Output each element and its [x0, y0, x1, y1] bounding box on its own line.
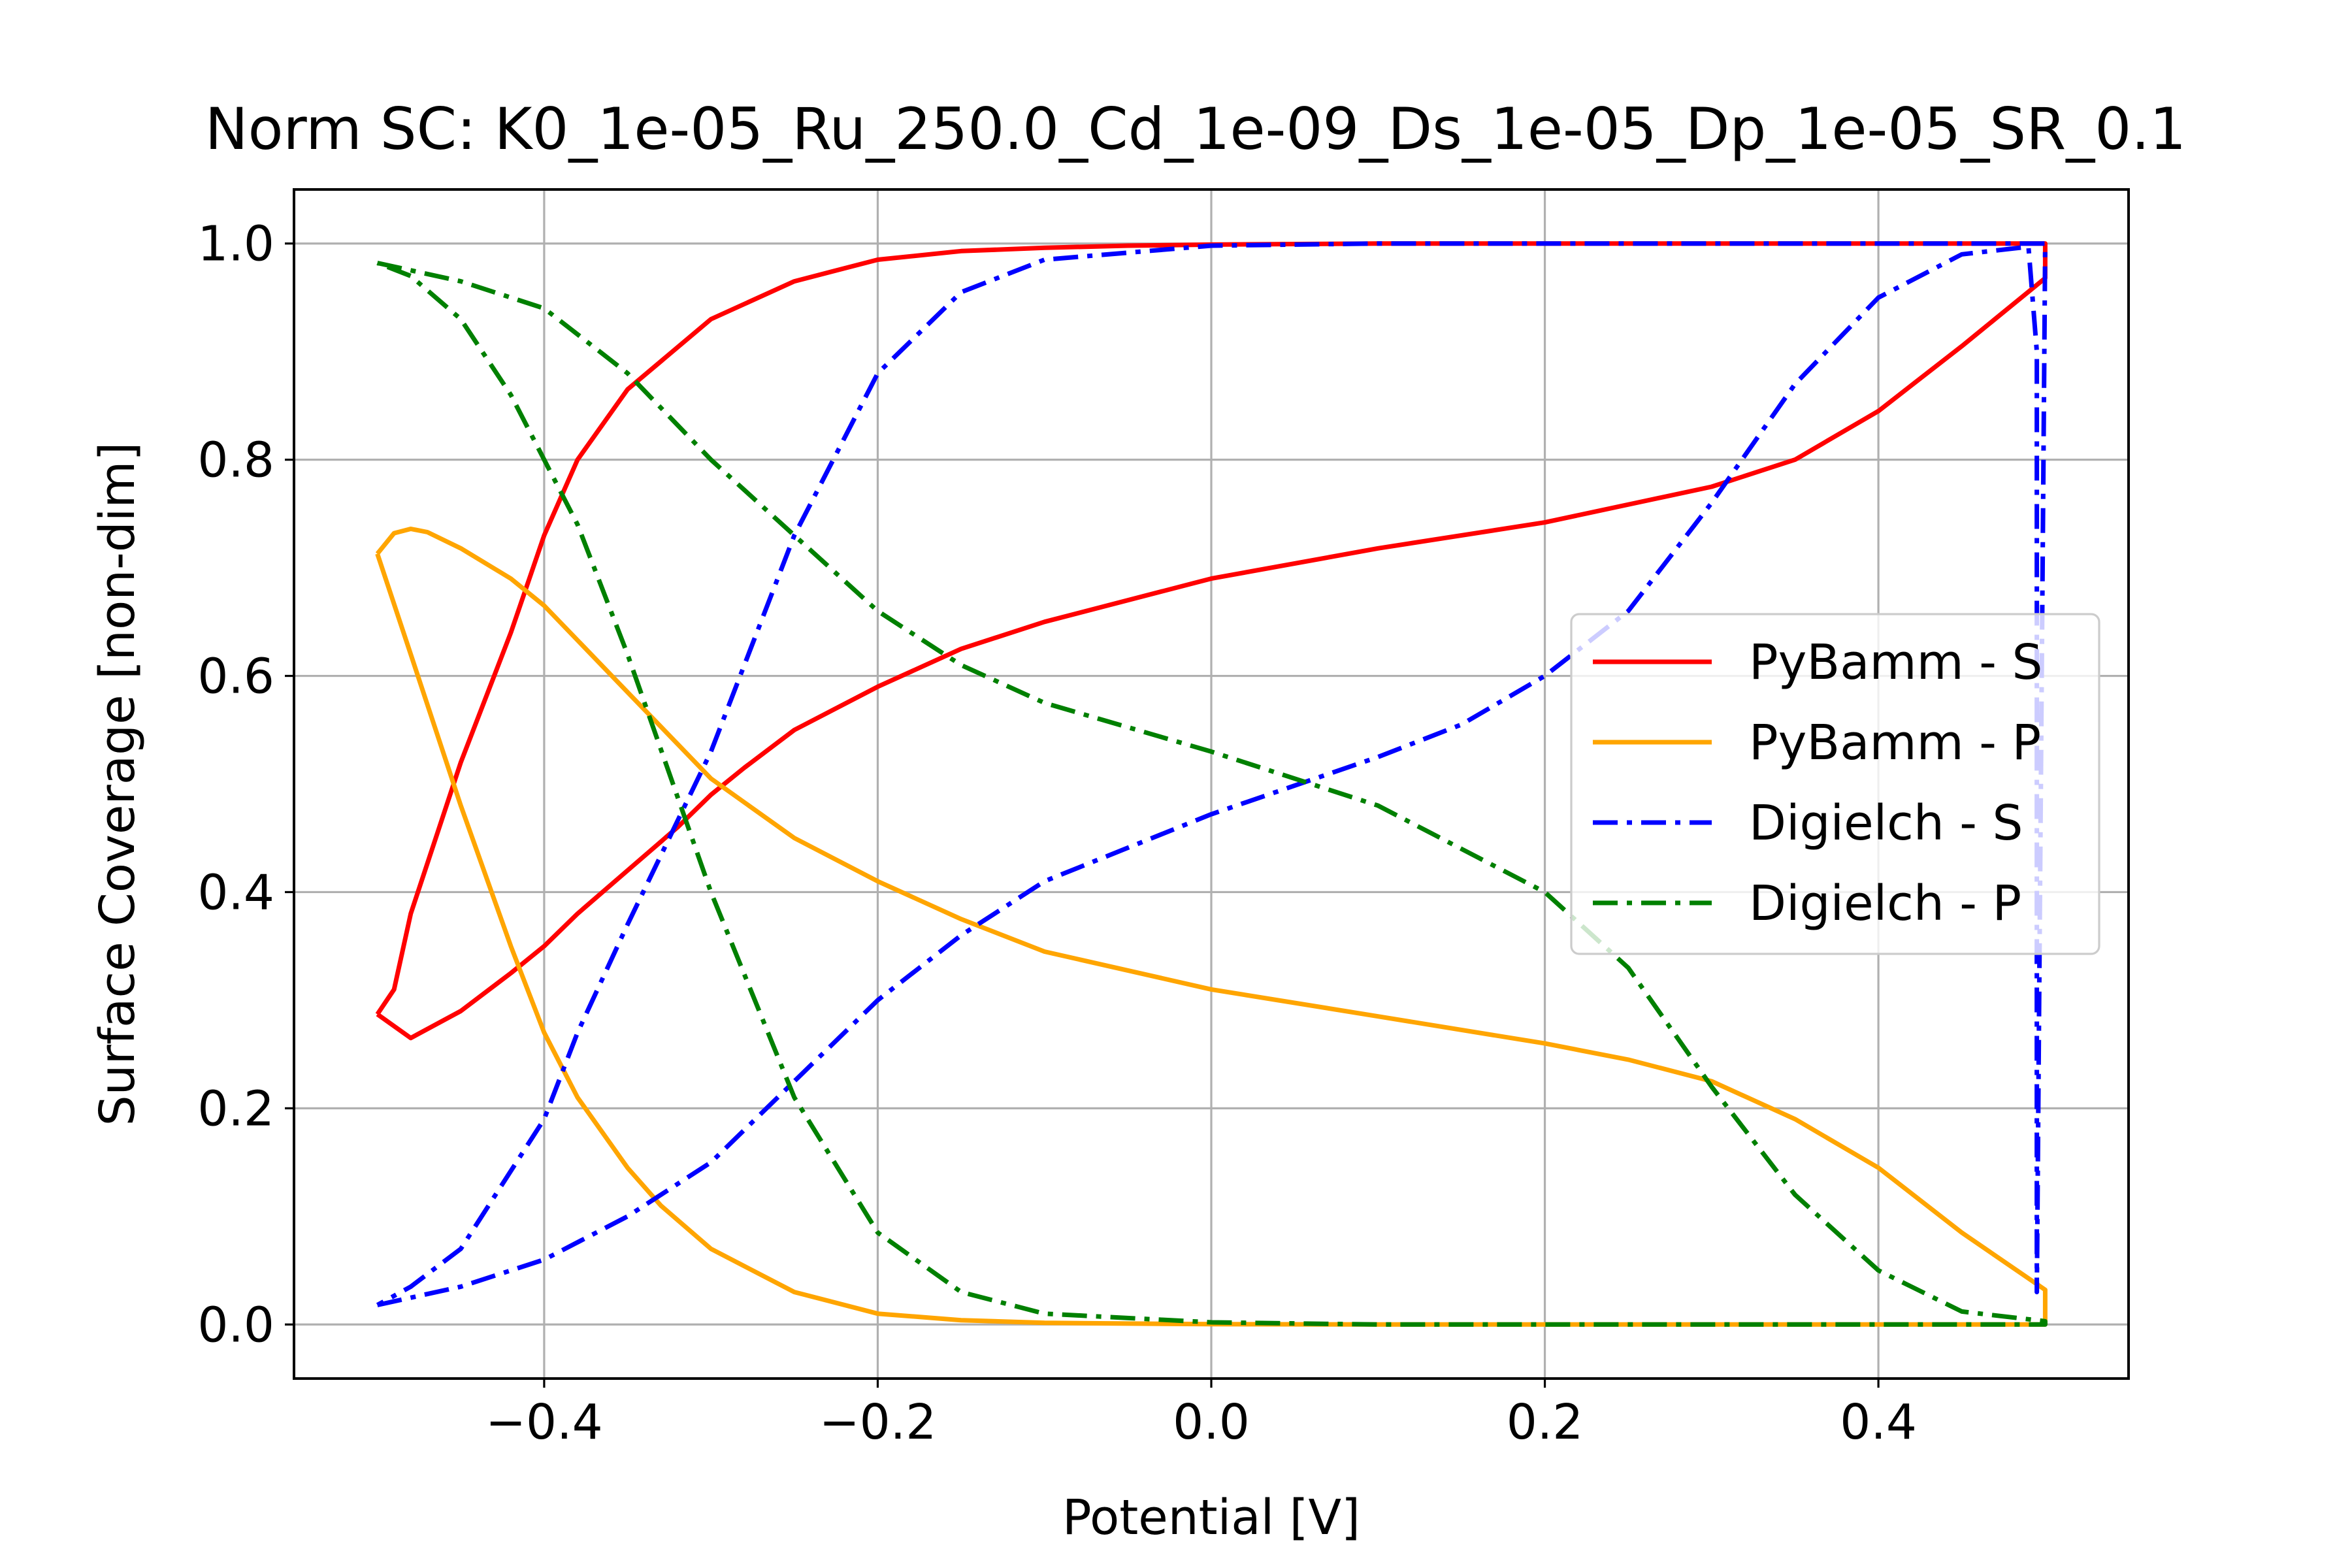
x-tick-label: −0.2 [819, 1394, 937, 1450]
x-tick-label: 0.4 [1840, 1394, 1917, 1450]
legend-label: PyBamm - S [1749, 634, 2042, 691]
y-tick-label: 0.4 [197, 864, 274, 921]
y-tick-label: 0.2 [197, 1081, 274, 1137]
plot-area [375, 241, 2048, 1327]
y-tick-label: 1.0 [197, 216, 274, 272]
legend: PyBamm - S PyBamm - P Digielch - S Digielch… [1570, 613, 2100, 955]
x-tick-label: 0.0 [1173, 1394, 1250, 1450]
chart-title: Norm SC: K0_1e-05_Ru_250.0_Cd_1e-09_Ds_1… [205, 95, 2186, 163]
x-axis-label: Potential [V] [1062, 1490, 1360, 1546]
series-line-2 [376, 241, 2048, 1307]
legend-label: Digielch - P [1749, 875, 2021, 932]
y-axis-ticks: 0.0 0.2 0.4 0.6 0.8 1.0 [197, 216, 294, 1353]
series-layer [375, 241, 2048, 1327]
legend-label: Digielch - S [1749, 795, 2023, 851]
y-tick-label: 0.8 [197, 433, 274, 489]
y-axis-label: Surface Coverage [non-dim] [90, 442, 146, 1126]
x-tick-label: −0.4 [485, 1394, 603, 1450]
legend-label: PyBamm - P [1749, 715, 2041, 771]
y-tick-label: 0.6 [197, 649, 274, 705]
x-tick-label: 0.2 [1507, 1394, 1584, 1450]
series-line-3 [376, 261, 2048, 1327]
x-axis-ticks: −0.4 −0.2 0.0 0.2 0.4 [485, 1379, 1917, 1450]
y-tick-label: 0.0 [197, 1297, 274, 1353]
legend-box [1570, 613, 2100, 955]
